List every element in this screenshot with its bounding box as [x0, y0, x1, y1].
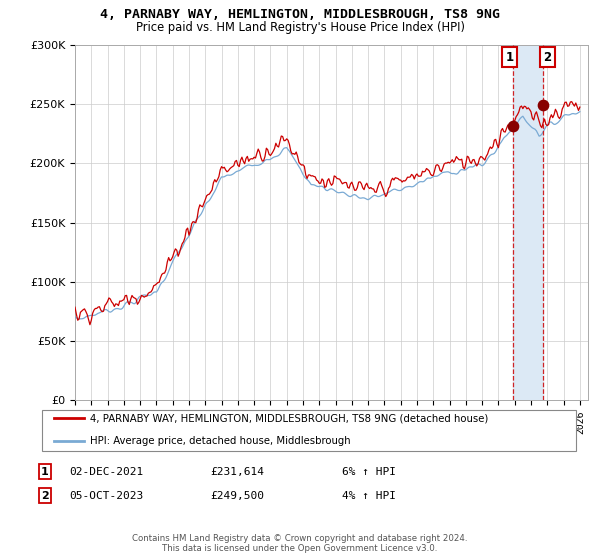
- Bar: [514, 45, 543, 400]
- Point: [509, 122, 518, 130]
- Text: 2: 2: [543, 51, 551, 64]
- Text: HPI: Average price, detached house, Middlesbrough: HPI: Average price, detached house, Midd…: [90, 436, 350, 446]
- Text: 05-OCT-2023: 05-OCT-2023: [69, 491, 143, 501]
- Text: 6% ↑ HPI: 6% ↑ HPI: [342, 466, 396, 477]
- Text: £231,614: £231,614: [210, 466, 264, 477]
- Text: Contains HM Land Registry data © Crown copyright and database right 2024.
This d: Contains HM Land Registry data © Crown c…: [132, 534, 468, 553]
- Text: Price paid vs. HM Land Registry's House Price Index (HPI): Price paid vs. HM Land Registry's House …: [136, 21, 464, 34]
- Text: 2: 2: [41, 491, 49, 501]
- Text: £249,500: £249,500: [210, 491, 264, 501]
- Text: 02-DEC-2021: 02-DEC-2021: [69, 466, 143, 477]
- Text: 4, PARNABY WAY, HEMLINGTON, MIDDLESBROUGH, TS8 9NG (detached house): 4, PARNABY WAY, HEMLINGTON, MIDDLESBROUG…: [90, 413, 488, 423]
- Text: 4% ↑ HPI: 4% ↑ HPI: [342, 491, 396, 501]
- Text: 1: 1: [41, 466, 49, 477]
- Point: [538, 100, 548, 109]
- Text: 4, PARNABY WAY, HEMLINGTON, MIDDLESBROUGH, TS8 9NG: 4, PARNABY WAY, HEMLINGTON, MIDDLESBROUG…: [100, 8, 500, 21]
- Text: 1: 1: [505, 51, 514, 64]
